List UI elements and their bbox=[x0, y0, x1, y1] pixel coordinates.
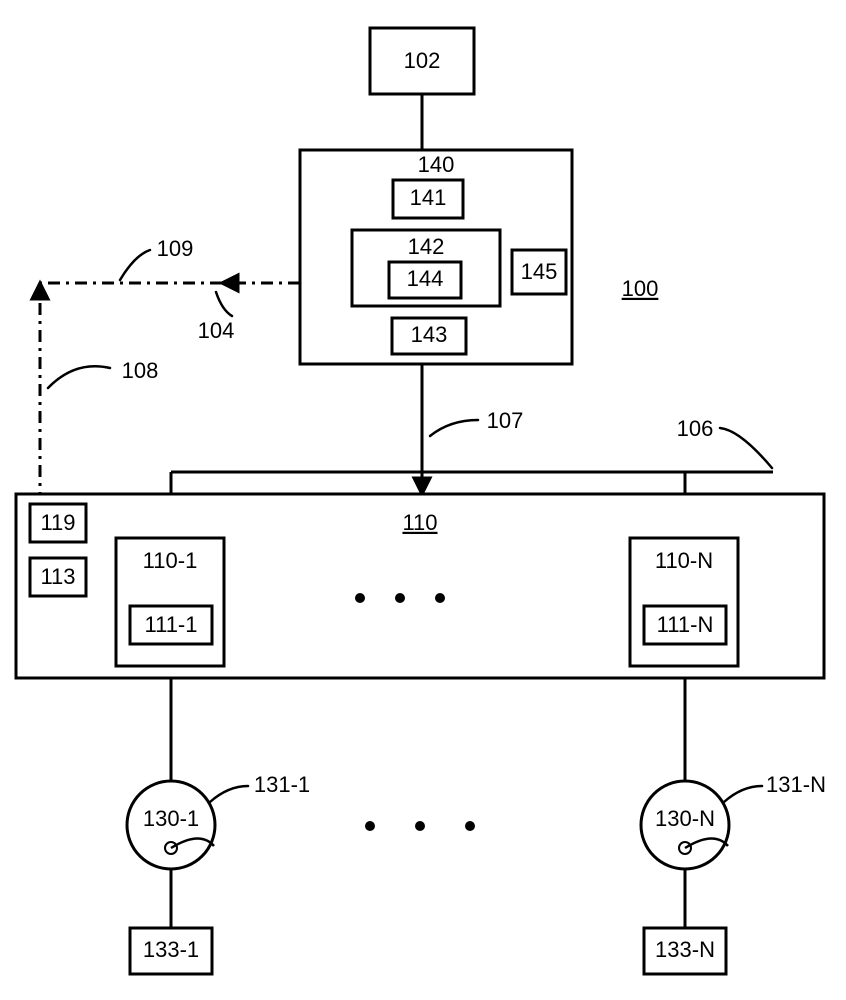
leader-f106 bbox=[720, 428, 772, 468]
diagram-label: 143 bbox=[411, 322, 448, 347]
ellipsis-dot bbox=[415, 821, 425, 831]
leader-f108 bbox=[48, 366, 110, 388]
diagram-label: 108 bbox=[122, 358, 159, 383]
diagram-label: 133-N bbox=[655, 937, 715, 962]
diagram-label: 131-N bbox=[766, 772, 826, 797]
diagram-label: 131-1 bbox=[254, 772, 310, 797]
diagram-label: 113 bbox=[40, 564, 75, 589]
diagram-label: 141 bbox=[410, 185, 447, 210]
diagram-label: 111-N bbox=[657, 612, 714, 637]
ellipsis-dot bbox=[465, 821, 475, 831]
diagram-label: 140 bbox=[418, 152, 455, 177]
diagram-label: 111-1 bbox=[144, 612, 197, 637]
diagram-label: 130-1 bbox=[143, 806, 199, 831]
diagram-label: 144 bbox=[407, 266, 444, 291]
diagram-label: 110-N bbox=[655, 548, 713, 573]
diagram-label: 142 bbox=[408, 234, 445, 259]
diagram-label: 110 bbox=[402, 510, 437, 535]
ellipsis-dot bbox=[365, 821, 375, 831]
leader-f131N bbox=[724, 786, 762, 802]
diagram-label: 110-1 bbox=[143, 548, 198, 573]
diagram-label: 130-N bbox=[655, 806, 715, 831]
ellipsis-dot bbox=[395, 593, 405, 603]
leader-f109 bbox=[120, 250, 150, 280]
diagram-label: 133-1 bbox=[143, 937, 199, 962]
ellipsis-dot bbox=[355, 593, 365, 603]
diagram-label: 145 bbox=[521, 259, 558, 284]
diagram-label: 106 bbox=[677, 416, 714, 441]
leader-f1311 bbox=[210, 786, 248, 802]
diagram-label: 102 bbox=[404, 48, 441, 73]
leader-f107 bbox=[430, 420, 478, 436]
diagram-label: 107 bbox=[487, 408, 524, 433]
diagram-circles bbox=[127, 781, 729, 869]
diagram-label: 119 bbox=[40, 510, 75, 535]
diagram-label: 100 bbox=[622, 276, 659, 301]
diagram-label: 109 bbox=[157, 236, 194, 261]
leader-f104 bbox=[216, 292, 232, 316]
diagram-canvas: 102 140 141 142 144 145 143 110 119 113 110-1 111-1… bbox=[0, 0, 846, 1000]
diagram-label: 104 bbox=[198, 318, 235, 343]
ellipsis-dot bbox=[435, 593, 445, 603]
